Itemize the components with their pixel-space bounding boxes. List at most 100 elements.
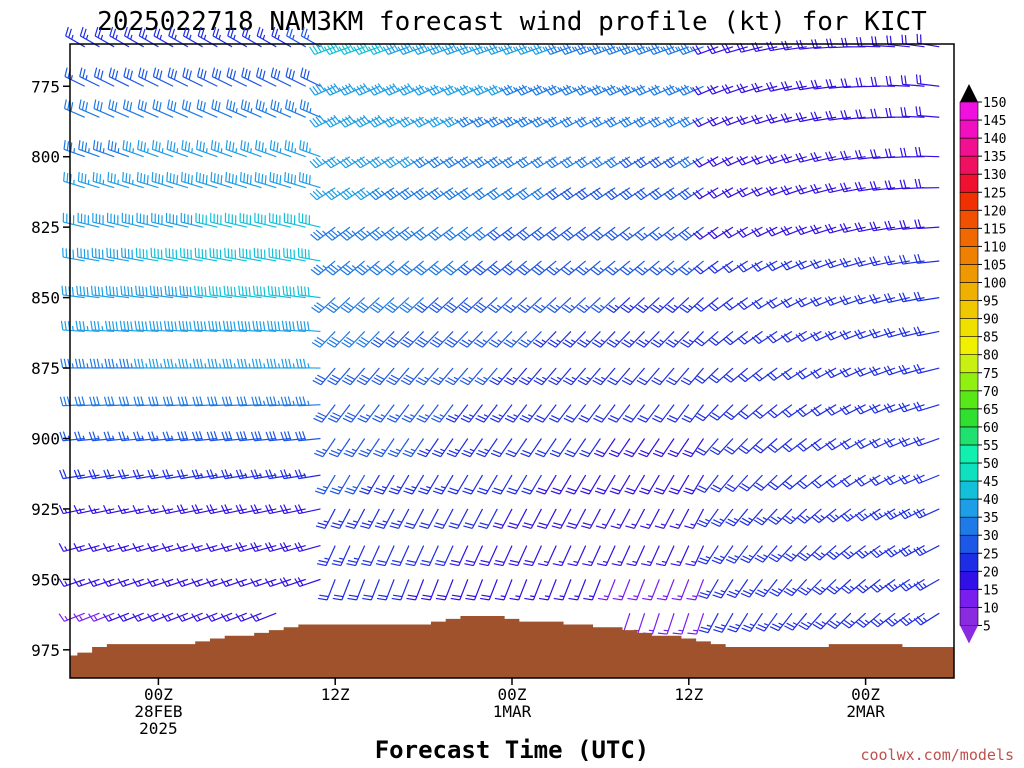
wind-barb	[459, 330, 483, 348]
wind-barb	[678, 260, 704, 276]
wind-barb	[222, 320, 247, 333]
x-tick-label: 2MAR	[846, 702, 885, 721]
wind-barb	[597, 579, 616, 601]
wind-barb	[593, 404, 616, 423]
wind-barb	[740, 545, 763, 564]
wind-barb	[515, 84, 542, 96]
wind-barb	[914, 219, 940, 230]
wind-barb	[566, 508, 587, 529]
wind-barb	[235, 542, 262, 553]
wind-barb	[312, 367, 336, 386]
colorbar-label: 130	[983, 168, 1006, 183]
wind-barb	[839, 437, 866, 450]
wind-barb	[176, 543, 203, 553]
wind-barb	[530, 43, 557, 55]
wind-barb	[810, 296, 837, 307]
wind-barb	[417, 438, 439, 458]
wind-barb	[824, 330, 852, 341]
wind-barb	[122, 172, 144, 189]
wind-barb	[406, 579, 425, 601]
wind-barb	[502, 260, 528, 276]
wind-barb	[913, 364, 940, 374]
wind-barb	[362, 579, 380, 601]
wind-barb	[754, 545, 778, 563]
wind-barb	[371, 367, 395, 386]
wind-barb	[606, 330, 631, 348]
wind-barb	[708, 297, 734, 312]
wind-barb	[256, 26, 277, 48]
wind-barb	[474, 367, 498, 386]
wind-barb	[811, 545, 837, 561]
wind-barb	[826, 578, 852, 595]
wind-barb	[780, 153, 807, 164]
colorbar-label: 95	[983, 295, 999, 310]
wind-barb	[553, 579, 572, 601]
wind-barb	[898, 402, 925, 413]
wind-barb	[664, 260, 690, 276]
colorbar-label: 20	[983, 565, 999, 580]
wind-barb	[121, 212, 144, 228]
wind-barb	[727, 612, 749, 633]
wind-barb	[560, 226, 587, 241]
wind-barb	[61, 285, 85, 299]
wind-barb	[824, 296, 852, 306]
wind-barb	[405, 545, 425, 567]
wind-barb	[270, 99, 292, 118]
colorbar-swatch	[959, 607, 979, 626]
wind-barb	[622, 404, 646, 423]
wind-barb	[532, 297, 557, 314]
wind-barb	[639, 474, 660, 495]
wind-barb	[117, 504, 144, 515]
wind-barb	[355, 297, 380, 314]
wind-barb	[500, 116, 528, 128]
wind-barb	[250, 578, 277, 587]
wind-barb	[91, 247, 115, 262]
wind-barb	[58, 612, 85, 622]
wind-barb	[593, 438, 616, 458]
wind-barb	[179, 285, 203, 299]
wind-barb	[88, 469, 115, 480]
wind-barb	[191, 543, 218, 553]
wind-barb	[766, 404, 793, 419]
wind-barb	[575, 260, 601, 276]
wind-barb	[709, 438, 734, 456]
wind-barb	[588, 43, 616, 55]
wind-barb	[197, 26, 218, 48]
wind-barb	[607, 404, 631, 423]
wind-barb	[328, 438, 351, 458]
wind-barb	[516, 187, 542, 201]
wind-barb	[330, 508, 351, 529]
y-tick-label: 775	[31, 77, 60, 96]
wind-barb	[311, 297, 336, 314]
wind-barb	[552, 545, 572, 567]
wind-barb	[885, 75, 910, 87]
wind-barb	[168, 26, 189, 48]
wind-barb	[471, 84, 498, 96]
wind-barb	[839, 257, 866, 268]
wind-barb	[360, 508, 380, 529]
wind-barb	[356, 367, 380, 386]
wind-barb	[182, 26, 203, 48]
wind-barb	[657, 613, 675, 635]
wind-barb	[502, 297, 528, 314]
wind-barb	[206, 543, 233, 553]
wind-barb	[430, 367, 454, 386]
wind-barb	[559, 156, 586, 169]
wind-barb	[133, 396, 159, 407]
wind-barb	[564, 438, 587, 458]
wind-barb	[706, 44, 734, 55]
wind-barb	[132, 578, 159, 587]
wind-barb	[583, 579, 601, 601]
wind-barb	[239, 172, 262, 189]
wind-barb	[89, 396, 115, 407]
wind-barb	[707, 187, 734, 199]
wind-barb	[385, 330, 410, 348]
colorbar-label: 135	[983, 150, 1006, 165]
wind-barb	[713, 612, 734, 633]
wind-barb	[654, 508, 675, 529]
wind-barb	[151, 172, 174, 189]
wind-barb	[431, 404, 454, 423]
wind-barb	[739, 474, 763, 492]
wind-barb	[414, 330, 439, 348]
wind-barb	[780, 185, 807, 196]
